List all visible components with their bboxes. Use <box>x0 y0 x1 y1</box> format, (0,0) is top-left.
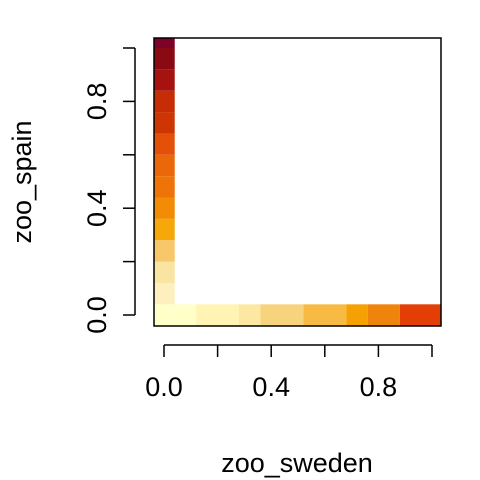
heatmap-cell-column-3 <box>154 218 175 241</box>
y-tick-label: 0.4 <box>82 189 112 227</box>
x-tick-label: 0.4 <box>252 372 290 402</box>
heatmap-cell-row-2 <box>196 304 240 326</box>
heatmap-cell-row-6 <box>346 304 368 326</box>
heatmap-cell-column-5 <box>154 176 175 198</box>
heatmap-cell-column-6 <box>154 154 175 177</box>
heatmap-cell-column-7 <box>154 133 175 155</box>
x-axis: 0.0 0.4 0.8 <box>145 344 433 402</box>
x-tick-label: 0.0 <box>145 372 183 402</box>
heatmap-cell-row-5 <box>303 304 347 326</box>
y-axis: 0.0 0.4 0.8 <box>82 47 136 334</box>
heatmap-cell-column-9 <box>154 90 175 113</box>
heatmap-cell-column-12 <box>154 38 175 48</box>
y-tick-label: 0.8 <box>82 83 112 121</box>
heatmap-cell-column-8 <box>154 112 175 134</box>
heatmap-cell-column-2 <box>154 240 175 262</box>
plot-frame <box>153 37 442 327</box>
heatmap-cell-row-3 <box>239 304 261 326</box>
heatmap-cell-column-4 <box>154 197 175 219</box>
y-tick-label: 0.0 <box>82 296 112 334</box>
heatmap-cell-column-1 <box>154 261 175 283</box>
heatmap-cell-column-10 <box>154 69 175 91</box>
heatmap-cells <box>154 38 441 326</box>
heatmap-cell-row-1 <box>174 304 197 326</box>
x-tick-label: 0.8 <box>360 372 398 402</box>
heatmap-cell-row-0 <box>154 304 175 326</box>
heatmap-cell-column-11 <box>154 48 175 70</box>
y-axis-title: zoo_spain <box>7 120 37 243</box>
heatmap-cell-row-4 <box>260 304 304 326</box>
x-axis-title: zoo_sweden <box>221 448 373 478</box>
heatmap-cell-row-8 <box>399 304 441 326</box>
heatmap-cell-row-7 <box>367 304 400 326</box>
heatmap-cell-column-0 <box>154 282 175 305</box>
